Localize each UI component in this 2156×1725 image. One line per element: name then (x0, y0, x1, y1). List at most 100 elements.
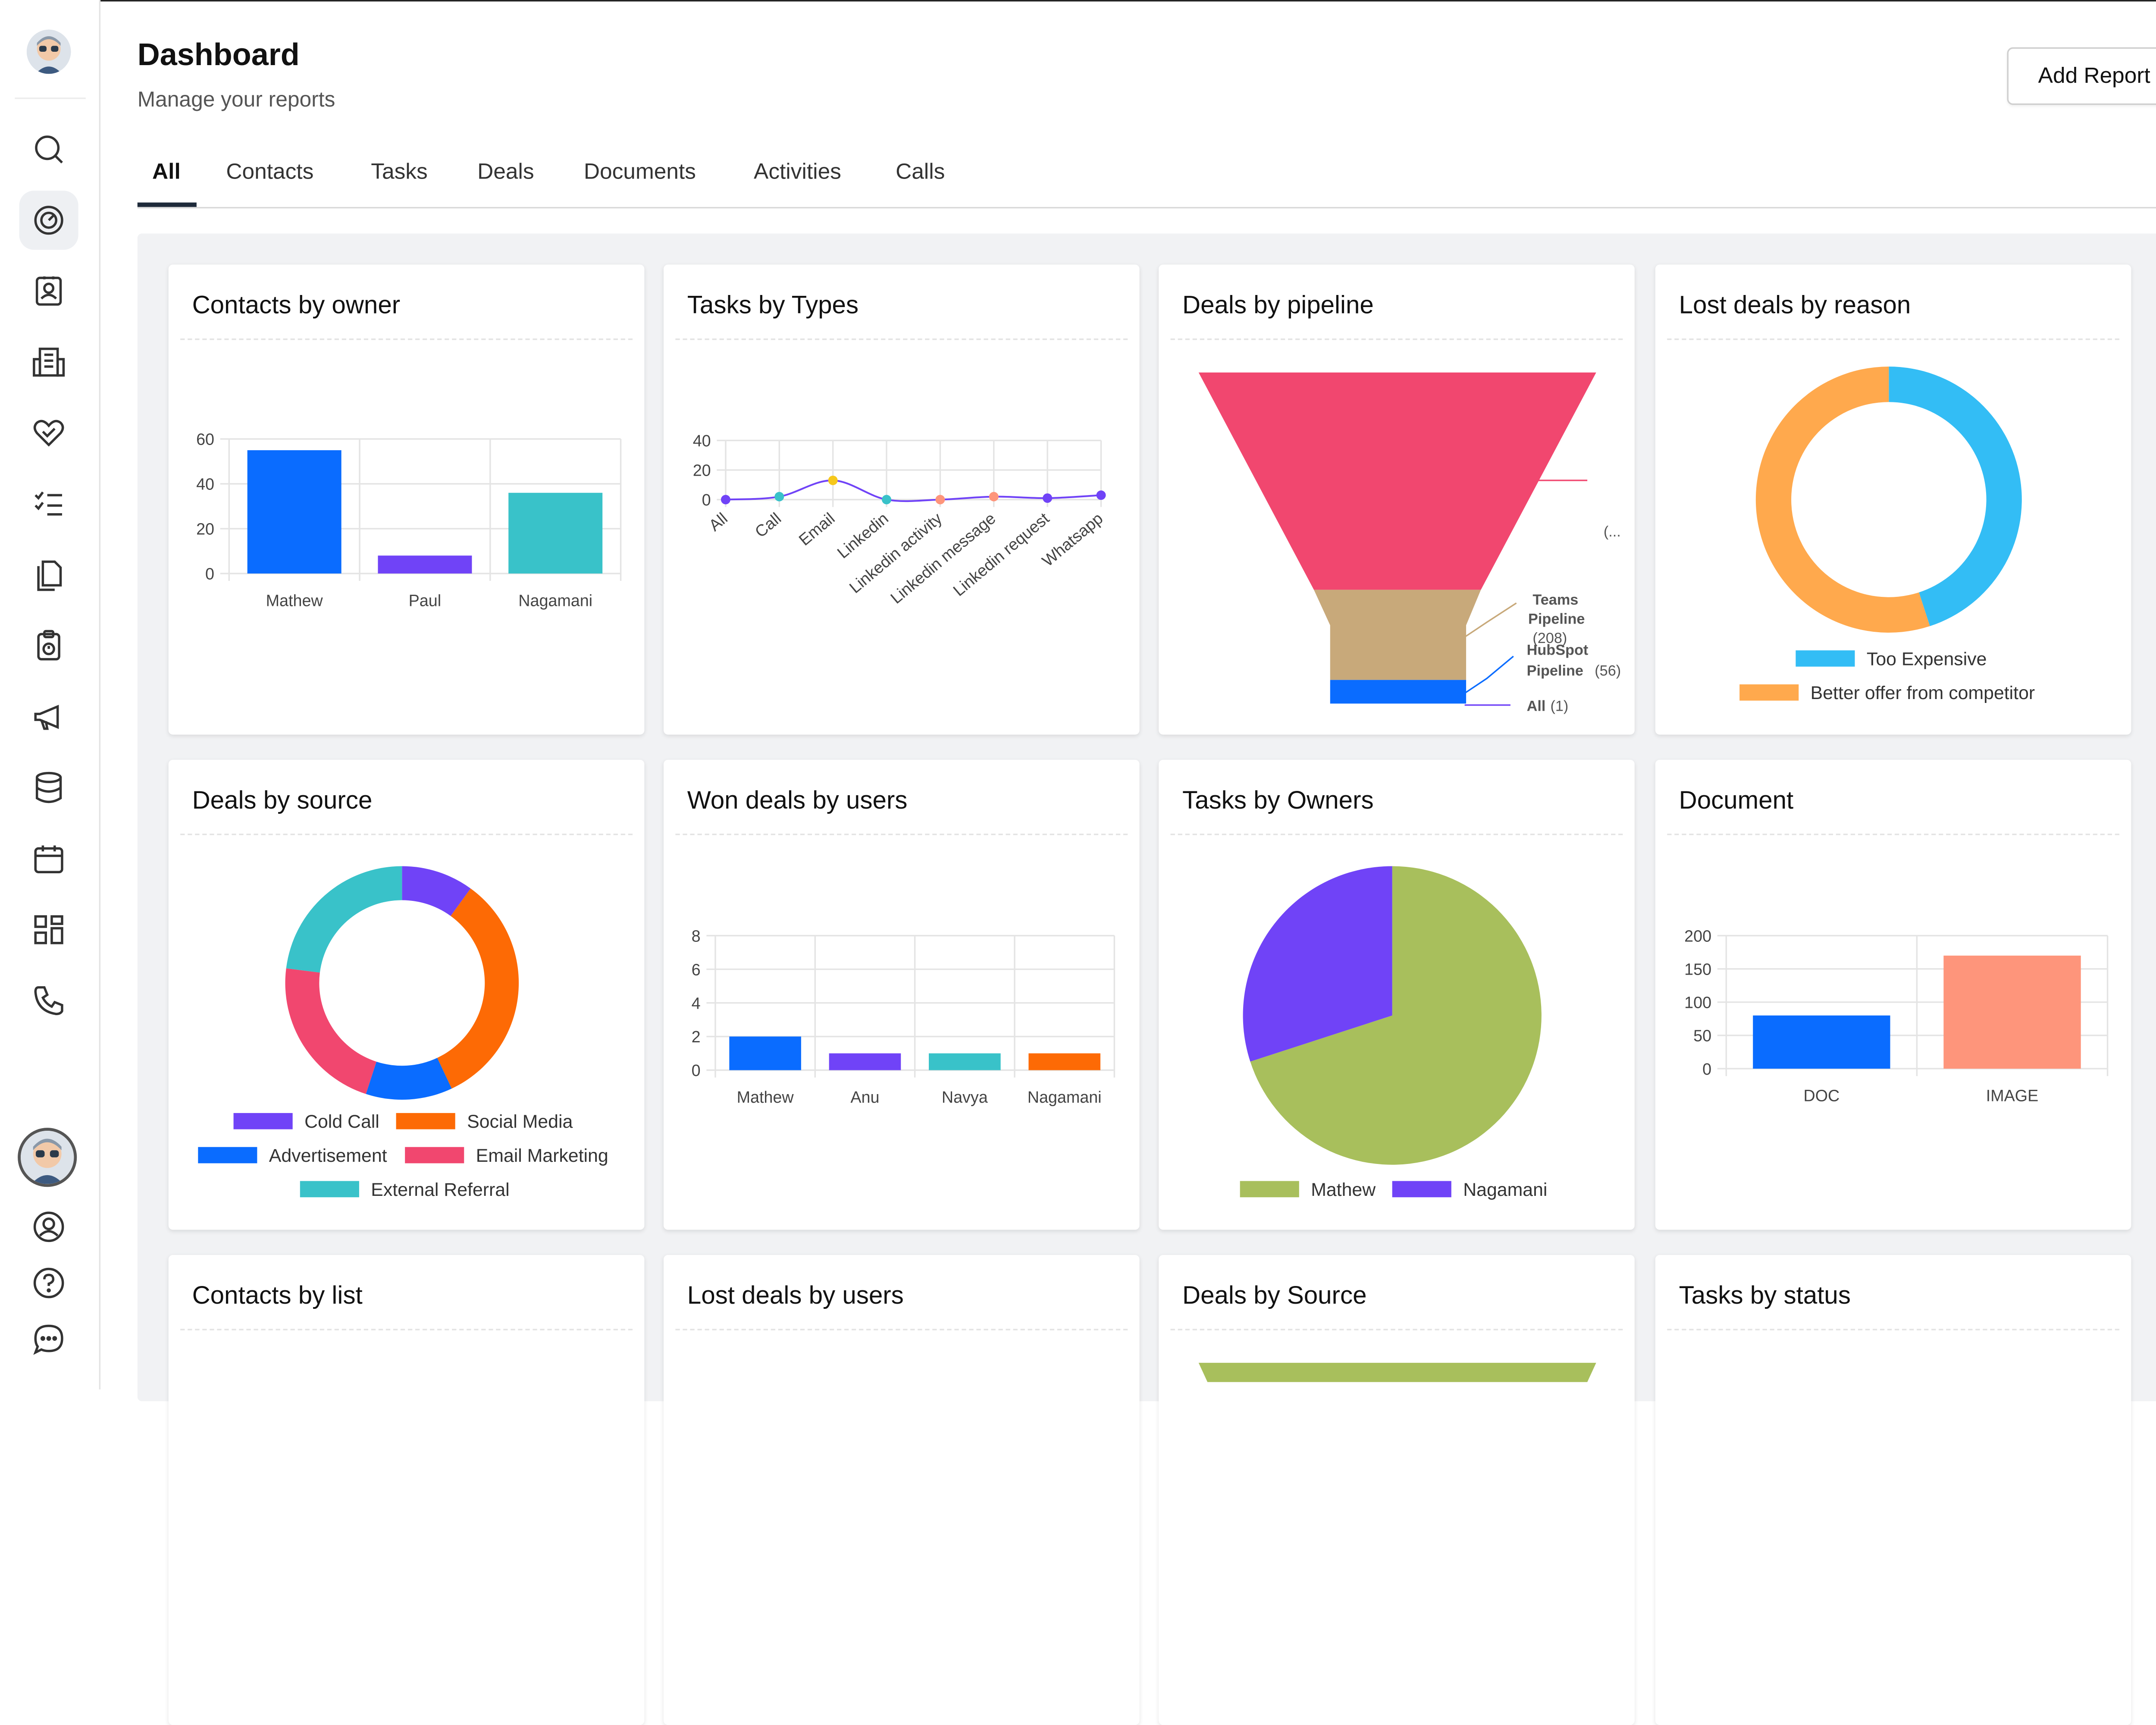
tasks-checklist-icon (34, 491, 62, 516)
sidebar-item-dashboard[interactable] (19, 191, 78, 250)
page-title: Dashboard (137, 38, 300, 72)
sidebar-item-chat[interactable] (19, 1310, 78, 1369)
donut-slice (285, 968, 376, 1094)
y-tick-label: 0 (702, 491, 711, 509)
active-tab-indicator (137, 202, 197, 207)
y-tick-label: 40 (196, 475, 214, 493)
funnel-label-teams-pipeline: Pipeline (1528, 611, 1585, 627)
y-tick-label: 50 (1693, 1027, 1711, 1045)
bar (378, 555, 472, 574)
y-tick-label: 200 (1684, 927, 1711, 945)
sidebar-item-contacts[interactable] (19, 262, 78, 321)
sidebar-item-search[interactable] (19, 120, 78, 179)
bar (1943, 955, 2081, 1069)
x-tick-label: Linkedin request (950, 509, 1053, 599)
card-title: Won deals by users (687, 786, 908, 815)
report-tabs: All Contacts Tasks Deals Documents Activ… (137, 154, 2156, 209)
funnel-segment-hubspot (1330, 680, 1467, 704)
card-title: Document (1679, 786, 1794, 815)
contacts-icon (35, 276, 62, 306)
card-title: Deals by source (192, 786, 373, 815)
y-tick-label: 100 (1684, 994, 1711, 1012)
funnel-segment-top (1198, 372, 1596, 590)
user-avatar-icon (21, 1131, 74, 1184)
funnel-label-all-count: (1) (1550, 698, 1568, 715)
data-point (882, 495, 891, 505)
sidebar-item-reminders[interactable] (19, 616, 78, 675)
y-tick-label: 40 (693, 432, 711, 450)
legend-label: Cold Call (304, 1111, 379, 1132)
contacts-by-owner-chart: 0 20 40 60 Mathew Paul Nagamani (196, 430, 622, 609)
lost-deals-by-reason-chart: Too Expensive Better offer from competito… (1739, 367, 2035, 703)
y-tick-label: 20 (693, 461, 711, 480)
funnel-label-hubspot-count: (56) (1595, 662, 1621, 679)
sidebar-item-calendar[interactable] (19, 829, 78, 888)
card-deals-by-pipeline: Deals by pipeline (... Teams Pipeline (2… (1159, 264, 1635, 735)
card-divider (180, 338, 633, 340)
sidebar-item-apps[interactable] (19, 900, 78, 959)
funnel-label-teams-count: (208) (1532, 630, 1567, 646)
tab-deals[interactable]: Deals (477, 160, 534, 185)
chat-icon (33, 1324, 63, 1355)
tab-documents[interactable]: Documents (583, 160, 696, 185)
sidebar-item-calls[interactable] (19, 971, 78, 1030)
data-point (935, 495, 945, 505)
data-point (721, 495, 730, 505)
sidebar-item-profile[interactable] (19, 1197, 78, 1256)
card-tasks-by-owners: Tasks by Owners Mathew Nagamani (1159, 759, 1635, 1230)
sidebar-item-tasks[interactable] (19, 474, 78, 533)
card-lost-deals-by-reason: Lost deals by reason Too Expensive Better… (1655, 264, 2131, 735)
sidebar-item-help[interactable] (19, 1254, 78, 1313)
x-tick-label: Email (795, 509, 838, 549)
funnel-label-hubspot: HubSpot (1527, 642, 1589, 658)
card-title: Contacts by list (192, 1281, 363, 1310)
avatar-icon (26, 29, 71, 74)
bar (247, 450, 342, 574)
donut-slice (1889, 367, 2022, 626)
bar (1028, 1053, 1100, 1070)
bar (829, 1053, 901, 1070)
bar (929, 1053, 1001, 1070)
funnel-leader-hubspot (1464, 656, 1514, 694)
sidebar-item-database[interactable] (19, 758, 78, 817)
sidebar-item-companies[interactable] (19, 332, 78, 392)
funnel-leader-teams (1464, 602, 1517, 638)
help-icon (33, 1267, 64, 1298)
legend-swatch (1392, 1181, 1451, 1198)
bar (1753, 1015, 1890, 1069)
user-avatar[interactable] (18, 1128, 77, 1187)
x-tick-label: IMAGE (1986, 1086, 2038, 1104)
funnel-label-truncated: (... (1604, 524, 1621, 540)
legend-label: Too Expensive (1867, 649, 1987, 669)
add-report-button[interactable]: Add Report (2007, 47, 2156, 105)
legend-label: Advertisement (269, 1145, 387, 1166)
legend-label: External Referral (371, 1179, 509, 1200)
profile-icon (33, 1211, 64, 1242)
tab-activities[interactable]: Activities (754, 160, 841, 185)
legend-label: Social Media (467, 1111, 573, 1132)
card-lost-deals-by-users: Lost deals by users (663, 1255, 1140, 1725)
tab-all[interactable]: All (152, 160, 181, 185)
funnel-label-all: All (1527, 698, 1546, 715)
tab-contacts[interactable]: Contacts (226, 160, 314, 185)
deals-by-pipeline-chart: (... Teams Pipeline (208) HubSpot Pipeli… (1198, 372, 1621, 715)
sidebar-item-deals[interactable] (19, 404, 78, 463)
card-title: Tasks by Owners (1182, 786, 1374, 815)
sidebar-item-documents[interactable] (19, 546, 78, 605)
x-tick-label: Call (752, 509, 785, 541)
dashboard-gauge-icon (34, 206, 63, 235)
database-icon (35, 772, 62, 803)
y-tick-label: 8 (692, 927, 701, 945)
legend-swatch (405, 1147, 464, 1164)
card-divider (1170, 834, 1623, 835)
app-logo-avatar[interactable] (26, 29, 71, 74)
tab-tasks[interactable]: Tasks (371, 160, 428, 185)
x-tick-label: Nagamani (518, 591, 592, 609)
tab-calls[interactable]: Calls (896, 160, 945, 185)
data-point (828, 475, 838, 485)
sidebar-item-campaigns[interactable] (19, 687, 78, 746)
data-point (1043, 493, 1053, 503)
legend-swatch (233, 1113, 293, 1129)
legend-swatch (1796, 650, 1855, 667)
